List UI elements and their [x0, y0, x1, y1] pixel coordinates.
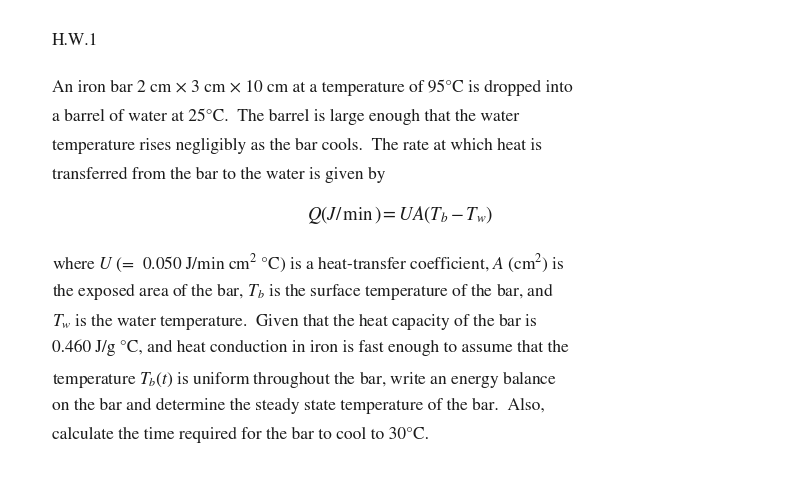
Text: temperature rises negligibly as the bar cools.  The rate at which heat is: temperature rises negligibly as the bar …: [52, 138, 542, 154]
Text: on the bar and determine the steady state temperature of the bar.  Also,: on the bar and determine the steady stat…: [52, 398, 545, 413]
Text: temperature $T_b(t)$ is uniform throughout the bar, write an energy balance: temperature $T_b(t)$ is uniform througho…: [52, 368, 557, 390]
Text: the exposed area of the bar, $T_b$ is the surface temperature of the bar, and: the exposed area of the bar, $T_b$ is th…: [52, 282, 554, 302]
Text: An iron bar 2 cm × 3 cm × 10 cm at a temperature of 95°C is dropped into: An iron bar 2 cm × 3 cm × 10 cm at a tem…: [52, 80, 573, 96]
Text: calculate the time required for the bar to cool to 30°C.: calculate the time required for the bar …: [52, 426, 429, 442]
Text: 0.460 J/g °C, and heat conduction in iron is fast enough to assume that the: 0.460 J/g °C, and heat conduction in iro…: [52, 340, 569, 356]
Text: $T_w$ is the water temperature.  Given that the heat capacity of the bar is: $T_w$ is the water temperature. Given th…: [52, 310, 538, 332]
Text: where $U$ (=  0.050 J/min cm$^{2}$ °C) is a heat-transfer coefficient, $A$ (cm$^: where $U$ (= 0.050 J/min cm$^{2}$ °C) is…: [52, 252, 565, 274]
Text: a barrel of water at 25°C.  The barrel is large enough that the water: a barrel of water at 25°C. The barrel is…: [52, 109, 519, 126]
Text: transferred from the bar to the water is given by: transferred from the bar to the water is…: [52, 167, 386, 183]
Text: H.W.1: H.W.1: [52, 32, 98, 48]
Text: $Q(J/\,\mathrm{min}\,) = UA(T_b - T_w)$: $Q(J/\,\mathrm{min}\,) = UA(T_b - T_w)$: [306, 204, 494, 227]
